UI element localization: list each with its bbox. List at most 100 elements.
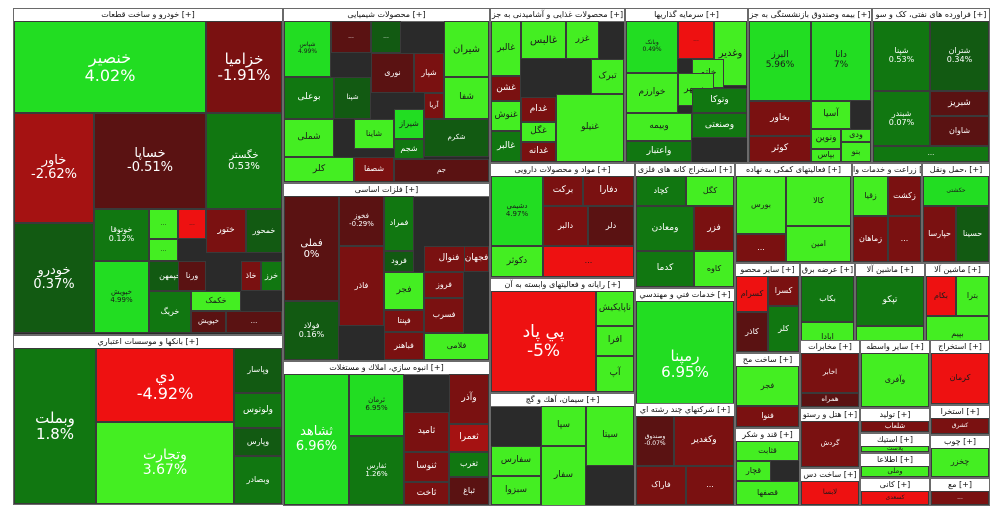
- stock-tile[interactable]: فملی 0%: [284, 196, 339, 301]
- stock-tile[interactable]: شپنا: [334, 77, 371, 119]
- stock-tile[interactable]: ثغرب: [449, 452, 489, 477]
- stock-tile[interactable]: ناپایکیش: [596, 291, 634, 326]
- stock-tile[interactable]: ...: [226, 311, 282, 333]
- stock-tile[interactable]: شکرم: [424, 119, 489, 157]
- stock-tile[interactable]: شلعاب: [861, 421, 929, 432]
- stock-tile[interactable]: بپاس: [811, 149, 841, 162]
- stock-tile[interactable]: ختور: [206, 209, 246, 253]
- stock-tile[interactable]: ثشاهد 6.96%: [284, 374, 349, 505]
- stock-tile[interactable]: غگل: [521, 122, 556, 142]
- stock-tile[interactable]: فجر: [736, 366, 799, 406]
- stock-tile[interactable]: فلامی: [424, 333, 489, 360]
- stock-tile[interactable]: غزر: [566, 21, 599, 59]
- stock-tile[interactable]: شفا: [444, 77, 489, 119]
- stock-tile[interactable]: وبانک 0.49%: [626, 21, 678, 73]
- stock-tile[interactable]: فاراک: [636, 466, 686, 505]
- stock-tile[interactable]: ثعمرا: [449, 424, 489, 452]
- stock-tile[interactable]: کاذر: [736, 312, 768, 352]
- stock-tile[interactable]: وکغدیر: [674, 416, 734, 466]
- stock-tile[interactable]: ...: [686, 466, 734, 505]
- stock-tile[interactable]: خوارزم: [626, 73, 678, 113]
- stock-tile[interactable]: ...: [149, 209, 178, 239]
- stock-tile[interactable]: تپکو: [856, 276, 924, 326]
- stock-tile[interactable]: غالبر: [491, 21, 521, 76]
- stock-tile[interactable]: ثنوسا: [404, 452, 449, 482]
- stock-tile[interactable]: قچار: [736, 461, 771, 481]
- stock-tile[interactable]: غالبس: [521, 21, 566, 59]
- stock-tile[interactable]: غنیلو: [556, 94, 624, 162]
- stock-tile[interactable]: شصفا: [354, 157, 394, 182]
- stock-tile[interactable]: شملی: [284, 119, 334, 157]
- stock-tile[interactable]: کگل: [686, 176, 734, 206]
- stock-tile[interactable]: ثرمان 6.95%: [349, 374, 404, 436]
- stock-tile[interactable]: دانا 7%: [811, 21, 871, 101]
- stock-tile[interactable]: پي پاد -5%: [491, 291, 596, 392]
- stock-tile[interactable]: ثاخت: [404, 482, 449, 505]
- stock-tile[interactable]: دلر: [588, 206, 634, 246]
- stock-tile[interactable]: ورنا: [178, 261, 206, 291]
- stock-tile[interactable]: آریا: [424, 93, 444, 119]
- stock-tile[interactable]: فباهنر: [384, 332, 424, 360]
- stock-tile[interactable]: ونوین: [811, 129, 841, 149]
- stock-tile[interactable]: ثفارس 1.26%: [349, 436, 404, 505]
- stock-tile[interactable]: بترا: [956, 276, 989, 316]
- stock-tile[interactable]: سفارس: [491, 446, 541, 476]
- stock-tile[interactable]: ...: [888, 216, 921, 262]
- stock-tile[interactable]: غشن: [491, 76, 521, 101]
- stock-tile[interactable]: وغدیر: [714, 21, 747, 86]
- stock-tile[interactable]: شجم: [394, 139, 424, 159]
- stock-tile[interactable]: فمراد: [384, 196, 414, 251]
- stock-tile[interactable]: خزاميا -1.91%: [206, 21, 282, 113]
- stock-tile[interactable]: کوثر: [749, 136, 811, 162]
- stock-tile[interactable]: ...: [178, 209, 206, 239]
- stock-tile[interactable]: فاذر: [339, 246, 384, 326]
- stock-tile[interactable]: شپار: [414, 53, 444, 93]
- stock-tile[interactable]: کدما: [636, 251, 694, 287]
- stock-tile[interactable]: وبیمه: [626, 113, 692, 141]
- stock-tile[interactable]: ...: [931, 491, 989, 505]
- stock-tile[interactable]: فپنتا: [384, 310, 424, 332]
- stock-tile[interactable]: قصفها: [736, 481, 799, 505]
- stock-tile[interactable]: زماهان: [853, 216, 888, 262]
- stock-tile[interactable]: زقیا: [853, 176, 888, 216]
- stock-tile[interactable]: چخزر: [931, 448, 989, 477]
- stock-tile[interactable]: خساپا -0.51%: [94, 113, 206, 209]
- stock-tile[interactable]: وپارس: [234, 428, 282, 456]
- stock-tile[interactable]: گردش: [801, 421, 859, 467]
- stock-tile[interactable]: بکام: [926, 276, 956, 316]
- stock-tile[interactable]: خکمک: [191, 291, 241, 311]
- stock-tile[interactable]: وصنعتی: [692, 113, 747, 138]
- stock-tile[interactable]: فسرب: [424, 298, 464, 333]
- stock-tile[interactable]: وآذر: [449, 374, 489, 424]
- stock-tile[interactable]: وپاسار: [234, 348, 282, 393]
- stock-tile[interactable]: اخابر: [801, 353, 859, 393]
- stock-tile[interactable]: خنصير 4.02%: [14, 21, 206, 113]
- stock-tile[interactable]: خپویش: [191, 311, 226, 333]
- stock-tile[interactable]: خاور -2.62%: [14, 113, 94, 223]
- stock-tile[interactable]: کسعدی: [861, 491, 929, 505]
- stock-tile[interactable]: دي -4.92%: [96, 348, 234, 422]
- stock-tile[interactable]: ثامید: [404, 412, 449, 452]
- stock-tile[interactable]: وآفری: [861, 353, 929, 407]
- stock-tile[interactable]: کاوه: [694, 251, 734, 287]
- stock-tile[interactable]: ...: [873, 146, 989, 162]
- stock-tile[interactable]: کالا: [786, 176, 851, 226]
- stock-tile[interactable]: ...: [736, 234, 786, 262]
- stock-tile[interactable]: پلاست: [861, 446, 929, 452]
- stock-tile[interactable]: کسرام: [736, 276, 768, 312]
- stock-tile[interactable]: آسیا: [811, 101, 851, 129]
- stock-tile[interactable]: کلر: [768, 306, 799, 352]
- stock-tile[interactable]: وبصادر: [234, 456, 282, 504]
- stock-tile[interactable]: ثباغ: [449, 477, 489, 505]
- stock-tile[interactable]: ...: [149, 239, 178, 261]
- stock-tile[interactable]: امین: [786, 226, 851, 262]
- stock-tile[interactable]: فنوا: [736, 406, 799, 427]
- stock-tile[interactable]: خگستر 0.53%: [206, 113, 282, 209]
- stock-tile[interactable]: شیران: [444, 21, 489, 77]
- stock-tile[interactable]: حسینا: [956, 206, 989, 262]
- stock-tile[interactable]: وتجارت 3.67%: [96, 422, 234, 504]
- stock-tile[interactable]: شتران 0.34%: [930, 21, 989, 91]
- stock-tile[interactable]: لابسا: [801, 481, 859, 505]
- stock-tile[interactable]: شبریز: [930, 91, 989, 116]
- stock-tile[interactable]: وبملت 1.8%: [14, 348, 96, 504]
